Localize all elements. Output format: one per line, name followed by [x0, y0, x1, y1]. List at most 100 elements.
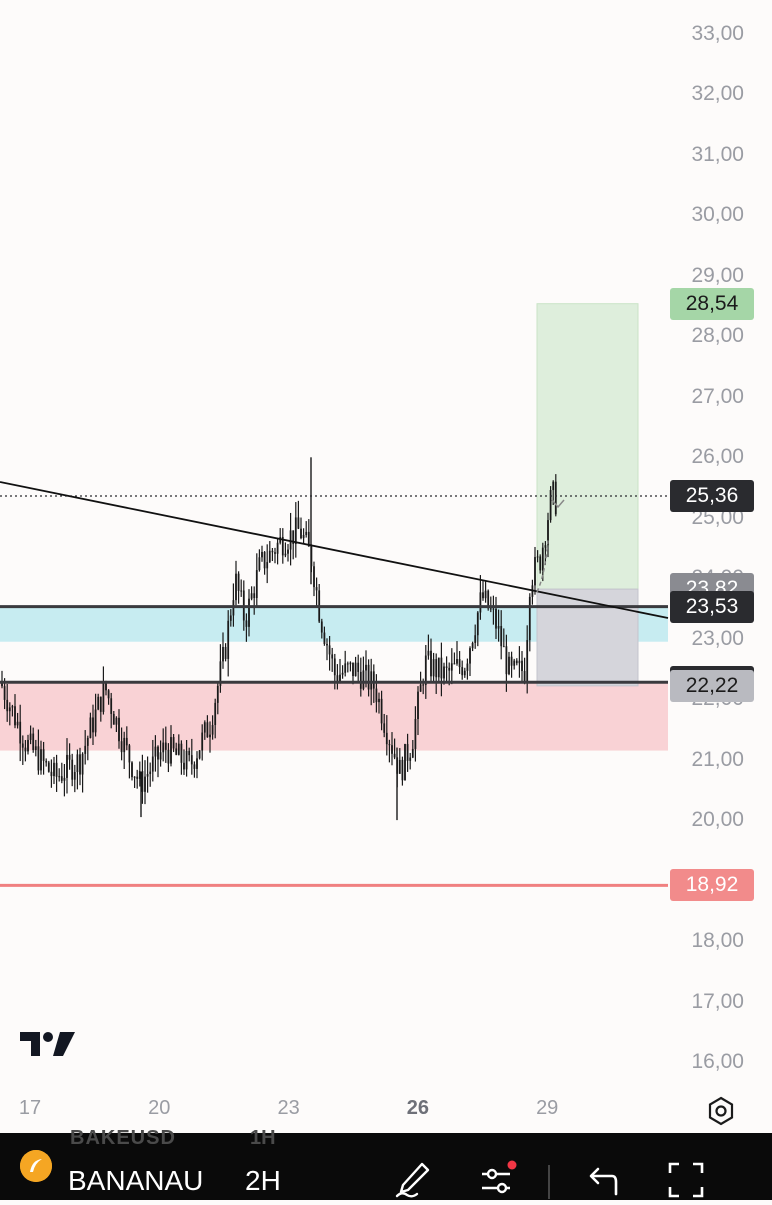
- candle-body: [92, 717, 94, 733]
- price-tick-label: 16,00: [691, 1049, 744, 1073]
- price-tick-label: 30,00: [691, 203, 744, 227]
- candle-body: [27, 739, 29, 752]
- candle-body: [354, 662, 357, 677]
- candle-body: [266, 562, 269, 569]
- candle-body: [287, 549, 289, 554]
- candle-body: [149, 771, 152, 775]
- candle-body: [240, 590, 243, 592]
- candle-body: [289, 530, 292, 550]
- candle-body: [193, 764, 196, 769]
- price-tick-label: 20,00: [691, 808, 744, 832]
- candle-body: [209, 734, 211, 738]
- candle-body: [170, 737, 172, 764]
- candle-body: [547, 520, 549, 546]
- candle-body: [305, 531, 308, 535]
- candle-body: [112, 713, 115, 725]
- candle-body: [206, 722, 209, 738]
- candle-body: [125, 737, 128, 746]
- chart-area[interactable]: 33,00 32,00 31,00 30,00 29,00 28,00 27,00 26,00…: [0, 0, 772, 1133]
- candle-body: [86, 737, 89, 746]
- candle-body: [102, 681, 105, 712]
- candle-body: [45, 760, 48, 763]
- price-tick-label: 18,00: [691, 929, 744, 953]
- candle-body: [437, 657, 440, 678]
- candle-body: [136, 776, 139, 779]
- candle-body: [229, 615, 232, 621]
- fullscreen-icon[interactable]: [666, 1160, 706, 1205]
- date-tick-label: 29: [536, 1097, 559, 1119]
- last-price-badge[interactable]: 25,36: [670, 479, 754, 512]
- candle-body: [255, 570, 258, 599]
- candle-body: [544, 545, 547, 548]
- candle-body: [105, 681, 107, 691]
- candle-body: [248, 598, 250, 627]
- candle-body: [29, 733, 32, 740]
- candle-body: [222, 646, 224, 662]
- candle-body: [458, 659, 461, 668]
- symbol-logo-icon: [20, 1150, 52, 1182]
- candle-body: [50, 771, 53, 777]
- candle-body: [422, 684, 425, 686]
- price-tick-label: 31,00: [691, 142, 744, 166]
- candle-body: [68, 754, 71, 760]
- candle-body: [404, 744, 406, 781]
- candle-body: [448, 667, 451, 671]
- candle-body: [336, 675, 339, 682]
- candle-body: [141, 771, 144, 792]
- resistance-badge[interactable]: 23,53: [670, 590, 754, 623]
- candle-body: [492, 608, 495, 610]
- candle-body: [333, 658, 336, 676]
- bottom-toolbar: BAKEUSD 1H BANANAU 2H: [0, 1127, 772, 1200]
- take-profit-badge[interactable]: 28,54: [670, 287, 754, 320]
- candle-body: [528, 596, 531, 641]
- candle-body: [162, 742, 165, 753]
- candle-body: [484, 590, 487, 599]
- candle-body: [14, 706, 16, 726]
- candle-body: [107, 690, 110, 699]
- previous-symbol-ghost: BAKEUSD: [70, 1127, 176, 1149]
- candle-body: [76, 754, 79, 773]
- candle-body: [326, 643, 328, 646]
- candle-body: [16, 721, 19, 726]
- price-chart[interactable]: [0, 0, 772, 1133]
- candle-body: [211, 725, 214, 735]
- candle-body: [216, 685, 219, 703]
- candle-body: [281, 536, 284, 556]
- candle-body: [341, 672, 344, 675]
- price-tick-label: 33,00: [691, 22, 744, 45]
- candle-body: [73, 772, 76, 780]
- candle-body: [302, 534, 305, 539]
- candles-layer: [1, 457, 557, 821]
- candle-body: [58, 776, 61, 778]
- chart-settings-icon[interactable]: [706, 1096, 736, 1131]
- candle-body: [258, 557, 261, 571]
- previous-interval-ghost: 1H: [250, 1127, 276, 1149]
- indicators-settings-icon[interactable]: [478, 1160, 518, 1205]
- candle-body: [419, 684, 422, 692]
- candle-body: [71, 759, 74, 780]
- candle-body: [34, 746, 37, 750]
- candle-body: [115, 717, 118, 725]
- candle-body: [138, 771, 141, 779]
- candle-body: [344, 663, 347, 673]
- candle-body: [526, 640, 529, 682]
- candle-body: [183, 762, 185, 770]
- interval-selector[interactable]: 2H: [245, 1165, 281, 1196]
- draw-brush-icon[interactable]: [392, 1160, 432, 1205]
- red-level-badge[interactable]: 18,92: [670, 869, 754, 902]
- candle-body: [63, 777, 66, 781]
- candle-body: [385, 732, 388, 745]
- undo-icon[interactable]: [582, 1160, 622, 1205]
- candle-body: [271, 550, 274, 553]
- candle-body: [188, 750, 191, 756]
- candle-body: [300, 528, 302, 539]
- stop-loss-badge[interactable]: 22,22: [670, 669, 754, 702]
- candle-body: [263, 551, 266, 569]
- candle-body: [79, 754, 81, 775]
- candle-body: [66, 754, 68, 778]
- candle-body: [471, 642, 474, 649]
- symbol-selector[interactable]: BANANAU: [68, 1165, 204, 1196]
- candle-body: [40, 749, 42, 771]
- candle-body: [370, 671, 373, 690]
- candle-body: [84, 745, 87, 754]
